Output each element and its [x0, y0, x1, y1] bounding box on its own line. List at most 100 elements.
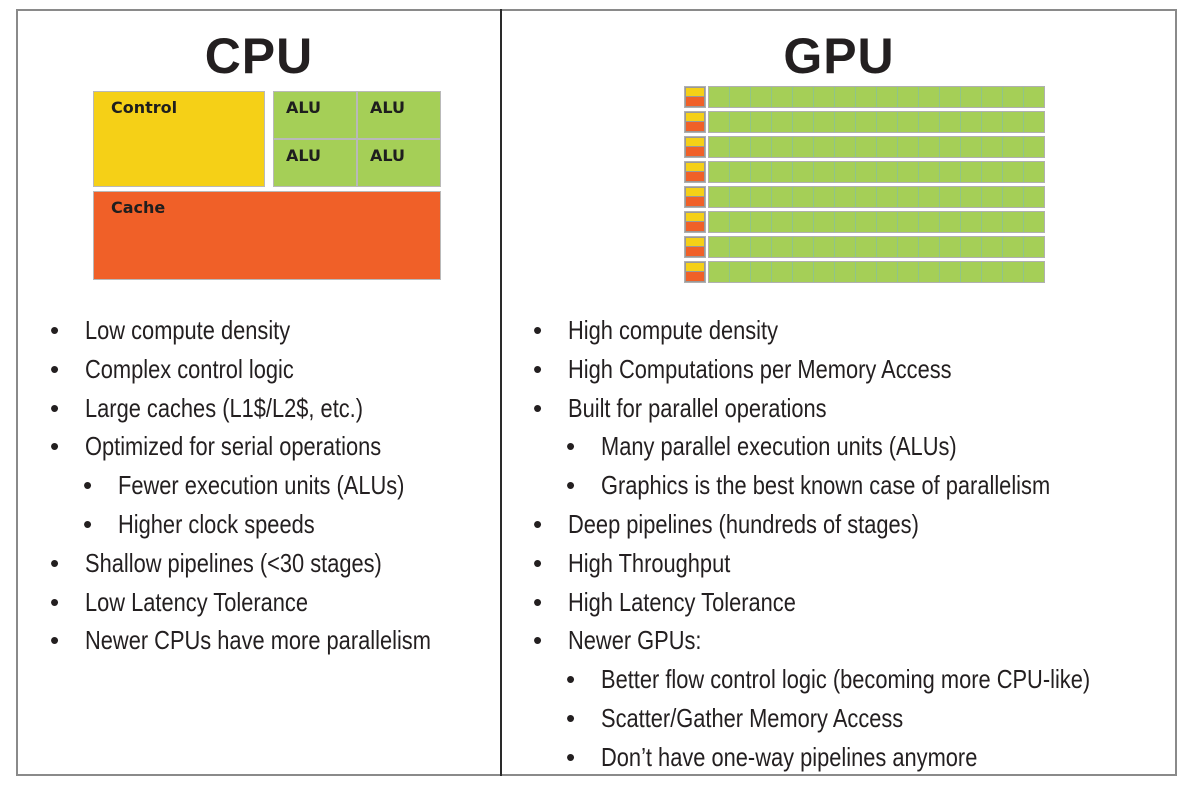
bullet-item: Low Latency Tolerance	[40, 583, 497, 622]
gpu-alu-cell	[961, 212, 982, 232]
gpu-control-cache-block	[684, 161, 706, 183]
bullet-item: Optimized for serial operations	[40, 427, 497, 466]
gpu-alu-cell	[940, 212, 961, 232]
bullet-item: Large caches (L1$/L2$, etc.)	[40, 389, 497, 428]
gpu-core-row	[684, 186, 1045, 208]
gpu-alu-cell	[898, 112, 919, 132]
gpu-alu-cell	[751, 137, 772, 157]
gpu-alu-cell	[835, 187, 856, 207]
gpu-alu-cell	[835, 212, 856, 232]
gpu-alu-cell	[1003, 87, 1024, 107]
gpu-alu-cell	[982, 237, 1003, 257]
bullet-item: Low compute density	[40, 311, 497, 350]
gpu-alu-cell	[856, 137, 877, 157]
sub-bullet-item: Fewer execution units (ALUs)	[40, 466, 497, 505]
gpu-alu-strip	[708, 136, 1045, 158]
gpu-alu-cell	[919, 187, 940, 207]
gpu-alu-cell	[877, 87, 898, 107]
gpu-alu-cell	[1003, 187, 1024, 207]
gpu-alu-cell	[793, 237, 814, 257]
gpu-alu-cell	[793, 112, 814, 132]
gpu-alu-cell	[877, 212, 898, 232]
gpu-alu-cell	[772, 112, 793, 132]
gpu-alu-cell	[730, 87, 751, 107]
gpu-alu-cell	[709, 162, 730, 182]
gpu-alu-cell	[856, 112, 877, 132]
bullet-item: Built for parallel operations	[523, 389, 1183, 428]
cache-label: Cache	[111, 198, 166, 217]
gpu-control-cache-block	[684, 261, 706, 283]
bullet-text: Scatter/Gather Memory Access	[601, 702, 904, 733]
gpu-alu-cell	[961, 262, 982, 282]
gpu-alu-cell	[856, 212, 877, 232]
gpu-core-row	[684, 261, 1045, 283]
gpu-alu-cell	[919, 212, 940, 232]
gpu-alu-cell	[856, 262, 877, 282]
gpu-alu-cell	[940, 162, 961, 182]
gpu-core-row	[684, 161, 1045, 183]
gpu-alu-cell	[835, 262, 856, 282]
gpu-alu-cell	[961, 137, 982, 157]
sub-bullet-item: Scatter/Gather Memory Access	[523, 699, 1183, 738]
gpu-alu-cell	[835, 162, 856, 182]
gpu-alu-cell	[1003, 212, 1024, 232]
gpu-alu-cell	[835, 87, 856, 107]
gpu-control-cache-block	[684, 86, 706, 108]
bullet-item: High Throughput	[523, 544, 1183, 583]
bullet-text: Shallow pipelines (<30 stages)	[85, 547, 382, 578]
gpu-alu-cell	[751, 162, 772, 182]
gpu-control-cache-block	[684, 236, 706, 258]
gpu-control-cache-block	[684, 111, 706, 133]
gpu-alu-cell	[793, 162, 814, 182]
gpu-alu-cell	[751, 212, 772, 232]
gpu-alu-cell	[1003, 162, 1024, 182]
cpu-alu-block: ALU	[357, 139, 441, 187]
gpu-alu-cell	[1024, 112, 1044, 132]
gpu-alu-cell	[835, 112, 856, 132]
bullet-text: Optimized for serial operations	[85, 431, 382, 462]
gpu-alu-cell	[856, 87, 877, 107]
sub-bullet-item: Higher clock speeds	[40, 505, 497, 544]
gpu-alu-cell	[751, 112, 772, 132]
gpu-alu-cell	[751, 262, 772, 282]
gpu-control-cache-block	[684, 136, 706, 158]
gpu-alu-cell	[814, 262, 835, 282]
bullet-text: Low compute density	[85, 315, 291, 345]
gpu-core-row	[684, 211, 1045, 233]
cpu-title: CPU	[204, 28, 314, 84]
gpu-alu-cell	[961, 112, 982, 132]
gpu-alu-cell	[961, 87, 982, 107]
bullet-text: Don’t have one-way pipelines anymore	[601, 741, 978, 772]
gpu-alu-cell	[961, 237, 982, 257]
gpu-alu-cell	[730, 262, 751, 282]
gpu-alu-strip	[708, 211, 1045, 233]
gpu-alu-cell	[898, 212, 919, 232]
gpu-core-row	[684, 236, 1045, 258]
gpu-alu-cell	[772, 262, 793, 282]
gpu-alu-cell	[835, 137, 856, 157]
gpu-core-row	[684, 86, 1045, 108]
gpu-alu-cell	[982, 187, 1003, 207]
gpu-alu-cell	[772, 137, 793, 157]
gpu-alu-cell	[940, 262, 961, 282]
bullet-text: High compute density	[568, 315, 779, 345]
gpu-alu-cell	[877, 187, 898, 207]
gpu-alu-cell	[898, 237, 919, 257]
bullet-item: High compute density	[523, 311, 1183, 350]
gpu-alu-cell	[856, 162, 877, 182]
gpu-alu-strip	[708, 86, 1045, 108]
gpu-alu-strip	[708, 236, 1045, 258]
sub-bullet-item: Don’t have one-way pipelines anymore	[523, 738, 1183, 777]
gpu-alu-cell	[982, 112, 1003, 132]
bullet-text: Low Latency Tolerance	[85, 586, 309, 617]
gpu-alu-cell	[982, 162, 1003, 182]
gpu-architecture-diagram	[684, 86, 1045, 283]
gpu-alu-cell	[940, 137, 961, 157]
gpu-alu-cell	[814, 237, 835, 257]
bullet-text: Higher clock speeds	[118, 508, 315, 539]
gpu-alu-cell	[772, 87, 793, 107]
gpu-alu-cell	[982, 137, 1003, 157]
gpu-alu-cell	[1024, 162, 1044, 182]
bullet-item: High Latency Tolerance	[523, 583, 1183, 622]
gpu-alu-cell	[751, 187, 772, 207]
